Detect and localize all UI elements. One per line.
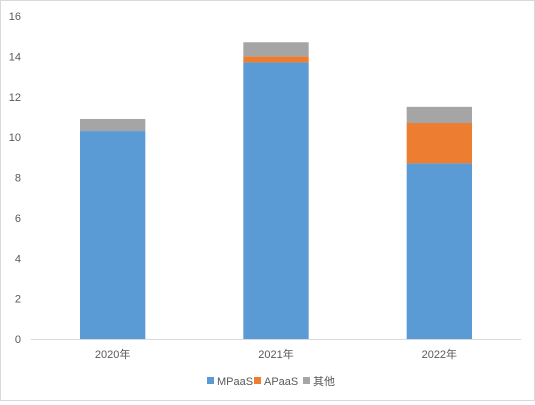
legend-label: APaaS [264, 376, 298, 388]
y-tick-label: 14 [9, 51, 21, 63]
y-axis-tick-labels: 0 2 4 6 8 10 12 14 16 [9, 11, 21, 346]
bar-segment [406, 163, 472, 339]
y-tick-label: 12 [9, 92, 21, 104]
x-axis-tick-labels: 2020年 2021年 2022年 [95, 347, 457, 361]
y-tick-label: 8 [15, 173, 21, 185]
bar-segment [243, 42, 309, 57]
y-tick-label: 16 [9, 11, 21, 23]
x-tick-label: 2020年 [95, 347, 130, 361]
y-tick-label: 10 [9, 132, 21, 144]
bar-segment [80, 131, 146, 339]
x-tick-label: 2022年 [422, 347, 457, 361]
x-tick-label: 2021年 [258, 347, 293, 361]
legend-label: 其他 [313, 375, 335, 388]
legend-swatch [303, 377, 310, 384]
legend-swatch [207, 377, 214, 384]
y-tick-label: 2 [15, 294, 21, 306]
y-tick-label: 6 [15, 213, 21, 225]
bar-segment [80, 118, 146, 132]
bar-segment [406, 122, 472, 164]
plot-area [80, 42, 472, 340]
y-tick-label: 4 [15, 253, 21, 265]
y-tick-label: 0 [15, 334, 21, 346]
legend: MPaaS APaaS 其他 [207, 375, 335, 388]
bar-segment [243, 56, 309, 63]
bar-segment [406, 106, 472, 123]
bar-segment [243, 62, 309, 340]
legend-swatch [254, 377, 261, 384]
legend-label: MPaaS [217, 376, 253, 388]
